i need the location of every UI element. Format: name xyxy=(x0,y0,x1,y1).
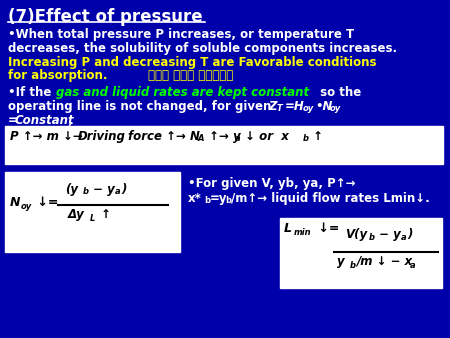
Text: •N: •N xyxy=(315,100,333,113)
Text: oy: oy xyxy=(21,202,32,211)
Text: x*: x* xyxy=(188,192,202,205)
Text: T: T xyxy=(277,104,283,113)
Text: for absorption.: for absorption. xyxy=(8,69,108,82)
Text: ,: , xyxy=(68,114,72,127)
Text: (7)Effect of pressure: (7)Effect of pressure xyxy=(8,8,202,26)
Text: /m↑→ liquid flow rates Lmin↓.: /m↑→ liquid flow rates Lmin↓. xyxy=(231,192,430,205)
Text: a: a xyxy=(115,187,121,196)
Text: y: y xyxy=(337,255,345,268)
Text: P ↑→ m ↓→: P ↑→ m ↓→ xyxy=(10,130,83,143)
Text: a: a xyxy=(235,134,241,143)
Text: ↓=: ↓= xyxy=(33,196,59,209)
Text: Δy: Δy xyxy=(68,208,85,221)
Text: 吸收（ 高压、 低温有利）: 吸收（ 高压、 低温有利） xyxy=(148,69,233,82)
Text: ↓ or  x: ↓ or x xyxy=(241,130,289,143)
Text: ): ) xyxy=(121,183,126,196)
Text: (y: (y xyxy=(65,183,78,196)
Text: Increasing P and decreasing T are Favorable conditions: Increasing P and decreasing T are Favora… xyxy=(8,56,377,69)
Text: decreases, the solubility of soluble components increases.: decreases, the solubility of soluble com… xyxy=(8,42,397,55)
Text: L: L xyxy=(284,222,292,235)
Text: Z: Z xyxy=(268,100,276,113)
Text: gas and liquid rates are kept constant: gas and liquid rates are kept constant xyxy=(56,86,309,99)
Text: N: N xyxy=(10,196,21,209)
Text: A: A xyxy=(198,134,204,143)
Text: V(y: V(y xyxy=(345,228,367,241)
Text: Driving: Driving xyxy=(78,130,126,143)
Text: Constant: Constant xyxy=(15,114,75,127)
Text: •For given V, yb, ya, P↑→: •For given V, yb, ya, P↑→ xyxy=(188,177,356,190)
Text: ↓=: ↓= xyxy=(314,222,339,235)
Text: oy: oy xyxy=(303,104,314,113)
Text: =H: =H xyxy=(285,100,305,113)
Text: L: L xyxy=(90,214,95,223)
Text: =y: =y xyxy=(210,192,228,205)
Text: so the: so the xyxy=(316,86,361,99)
Text: − y: − y xyxy=(89,183,115,196)
Text: b: b xyxy=(204,196,210,205)
Text: b: b xyxy=(369,233,375,242)
Text: min: min xyxy=(294,228,311,237)
Text: b: b xyxy=(303,134,309,143)
Text: ↑: ↑ xyxy=(97,208,111,221)
Text: /m ↓ − x: /m ↓ − x xyxy=(356,255,412,268)
Text: a: a xyxy=(401,233,407,242)
Text: b: b xyxy=(225,196,231,205)
Text: oy: oy xyxy=(330,104,341,113)
Text: − y: − y xyxy=(375,228,401,241)
Text: b: b xyxy=(83,187,89,196)
Text: a: a xyxy=(410,261,416,270)
Text: ↑→ y: ↑→ y xyxy=(205,130,241,143)
Text: operating line is not changed, for given: operating line is not changed, for given xyxy=(8,100,275,113)
Bar xyxy=(5,172,180,252)
Text: ): ) xyxy=(407,228,412,241)
Text: force ↑→ N: force ↑→ N xyxy=(128,130,200,143)
Bar xyxy=(5,126,443,164)
Bar xyxy=(280,218,442,288)
Text: b: b xyxy=(350,261,356,270)
Text: =: = xyxy=(8,114,18,127)
Text: •If the: •If the xyxy=(8,86,55,99)
Text: •When total pressure P increases, or temperature T: •When total pressure P increases, or tem… xyxy=(8,28,354,41)
Text: ↑: ↑ xyxy=(309,130,323,143)
